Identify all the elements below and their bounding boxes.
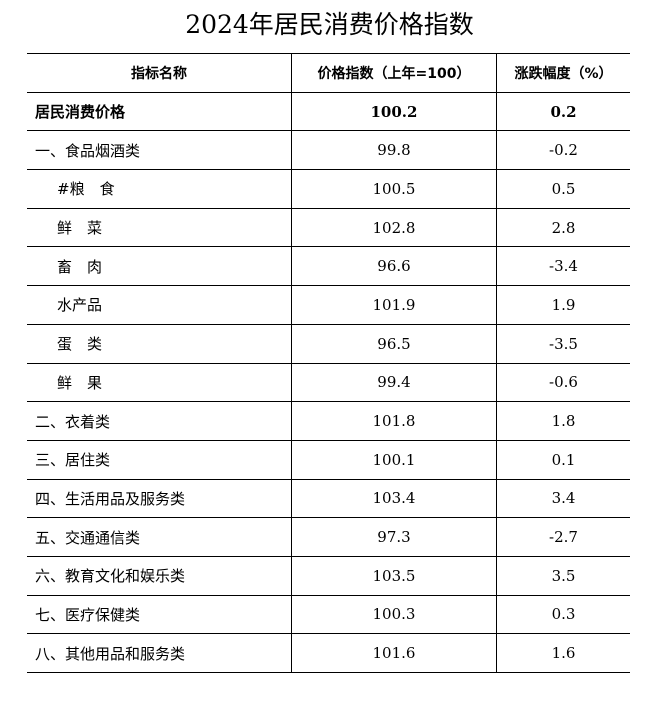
row-index: 99.4 — [291, 362, 497, 403]
row-name: 水产品 — [27, 285, 292, 325]
table-row: 八、其他用品和服务类 101.6 1.6 — [27, 633, 630, 673]
row-name: 八、其他用品和服务类 — [27, 633, 292, 673]
table-row: 蛋 类 96.5 -3.5 — [27, 323, 630, 364]
table-row: 七、医疗保健类 100.3 0.3 — [27, 594, 630, 635]
row-index: 100.2 — [291, 91, 497, 132]
row-index: 100.3 — [291, 594, 497, 635]
table-row: 一、食品烟酒类 99.8 -0.2 — [27, 130, 630, 171]
table-row: 五、交通通信类 97.3 -2.7 — [27, 517, 630, 557]
row-name: #粮 食 — [27, 169, 292, 209]
row-name: 五、交通通信类 — [27, 517, 292, 557]
row-name: 畜 肉 — [27, 246, 292, 287]
row-index: 96.5 — [291, 323, 497, 364]
row-index: 100.1 — [291, 439, 497, 480]
row-name: 七、医疗保健类 — [27, 594, 292, 635]
row-index: 100.5 — [291, 169, 497, 209]
row-index: 103.5 — [291, 555, 497, 596]
table-row: 三、居住类 100.1 0.1 — [27, 439, 630, 480]
row-name: 居民消费价格 — [27, 91, 292, 132]
row-change: 3.4 — [496, 478, 630, 519]
row-change: -0.6 — [496, 362, 630, 403]
row-change: -3.4 — [496, 246, 630, 287]
table-row: 水产品 101.9 1.9 — [27, 285, 630, 325]
row-index: 101.6 — [291, 633, 497, 673]
row-change: 2.8 — [496, 207, 630, 248]
row-index: 103.4 — [291, 478, 497, 519]
row-name: 鲜 菜 — [27, 207, 292, 248]
row-index: 101.8 — [291, 401, 497, 441]
table-row: 二、衣着类 101.8 1.8 — [27, 401, 630, 441]
row-change: 1.9 — [496, 285, 630, 325]
table-row: 四、生活用品及服务类 103.4 3.4 — [27, 478, 630, 519]
table-row: 居民消费价格 100.2 0.2 — [27, 91, 630, 132]
row-name: 四、生活用品及服务类 — [27, 478, 292, 519]
row-name: 一、食品烟酒类 — [27, 130, 292, 171]
row-change: -3.5 — [496, 323, 630, 364]
row-name: 二、衣着类 — [27, 401, 292, 441]
row-change: 0.1 — [496, 439, 630, 480]
row-index: 97.3 — [291, 517, 497, 557]
row-index: 102.8 — [291, 207, 497, 248]
row-change: 0.3 — [496, 594, 630, 635]
row-index: 99.8 — [291, 130, 497, 171]
table-header-row: 指标名称 价格指数（上年=100） 涨跌幅度（%） — [27, 53, 630, 93]
row-change: 1.6 — [496, 633, 630, 673]
page-title: 2024年居民消费价格指数 — [185, 10, 474, 39]
row-change: 3.5 — [496, 555, 630, 596]
row-index: 96.6 — [291, 246, 497, 287]
table-row: 鲜 果 99.4 -0.6 — [27, 362, 630, 403]
header-change: 涨跌幅度（%） — [496, 53, 630, 93]
row-change: -2.7 — [496, 517, 630, 557]
row-index: 101.9 — [291, 285, 497, 325]
row-change: 0.5 — [496, 169, 630, 209]
row-name: 六、教育文化和娱乐类 — [27, 555, 292, 596]
row-name: 三、居住类 — [27, 439, 292, 480]
table-row: #粮 食 100.5 0.5 — [27, 169, 630, 209]
table-row: 六、教育文化和娱乐类 103.5 3.5 — [27, 555, 630, 596]
row-name: 鲜 果 — [27, 362, 292, 403]
table-row: 鲜 菜 102.8 2.8 — [27, 207, 630, 248]
cpi-table: 指标名称 价格指数（上年=100） 涨跌幅度（%） 居民消费价格 100.2 0.2… — [27, 53, 630, 673]
table-row: 畜 肉 96.6 -3.4 — [27, 246, 630, 287]
row-change: 1.8 — [496, 401, 630, 441]
header-name: 指标名称 — [27, 53, 292, 93]
row-change: -0.2 — [496, 130, 630, 171]
header-index: 价格指数（上年=100） — [291, 53, 497, 93]
row-change: 0.2 — [496, 91, 630, 132]
row-name: 蛋 类 — [27, 323, 292, 364]
